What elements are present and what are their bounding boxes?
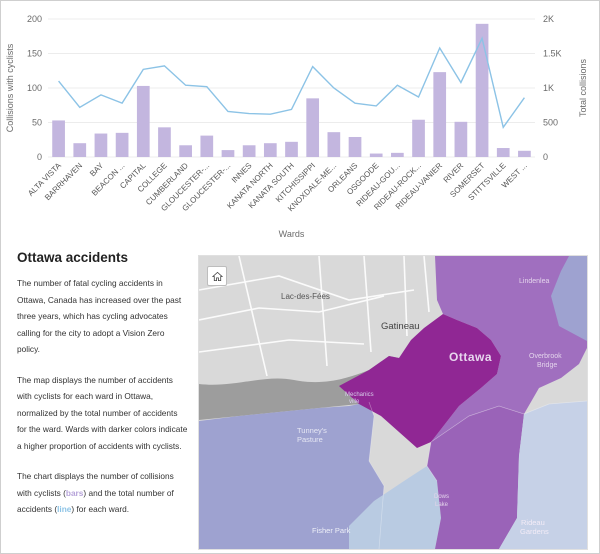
label-dows-lake: Dows bbox=[434, 494, 450, 500]
bar bbox=[115, 132, 129, 157]
p3-text-b: ) and the total number of accidents ( bbox=[17, 487, 174, 515]
label-dows-lake-2: Lake bbox=[435, 502, 449, 508]
ward-alta-vista-area[interactable] bbox=[499, 401, 587, 549]
narrative-paragraph-3: The chart displays the number of collisi… bbox=[17, 468, 189, 518]
bar bbox=[327, 132, 341, 157]
ward-map[interactable]: Lac-des-Fées Gatineau Ottawa Lindenlea O… bbox=[198, 255, 588, 550]
bar bbox=[179, 145, 192, 157]
narrative-paragraph-2: The map displays the number of accidents… bbox=[17, 374, 188, 451]
y2-tick-label: 2K bbox=[543, 14, 554, 24]
bar bbox=[73, 143, 87, 157]
bar bbox=[369, 153, 383, 157]
bar bbox=[136, 85, 150, 157]
y2-tick-label: 500 bbox=[543, 118, 558, 128]
ward-rideau-vanier-area[interactable] bbox=[431, 256, 587, 442]
label-rideau-gardens-2: Gardens bbox=[520, 527, 549, 536]
map-canvas bbox=[199, 256, 587, 549]
label-rideau-gardens: Rideau bbox=[521, 518, 545, 527]
bar bbox=[200, 135, 214, 157]
ward-capital-area[interactable] bbox=[427, 406, 524, 549]
bar bbox=[221, 150, 235, 157]
narrative-paragraph-1: The number of fatal cycling accidents in… bbox=[17, 278, 182, 354]
series-line bbox=[58, 36, 525, 129]
y-tick-label: 0 bbox=[37, 152, 42, 162]
bar bbox=[94, 133, 108, 157]
y-tick-label: 150 bbox=[27, 49, 42, 59]
label-mechanicsville-2: ville bbox=[349, 399, 360, 405]
y-tick-label: 100 bbox=[27, 83, 42, 93]
p3-text-c: ) for each ward. bbox=[71, 504, 130, 514]
y-tick-label: 50 bbox=[32, 118, 42, 128]
bar bbox=[412, 119, 425, 157]
line-keyword: line bbox=[57, 504, 72, 514]
p3-text-a: The chart displays the number of collisi… bbox=[17, 471, 174, 498]
label-tunneys: Tunney's bbox=[297, 426, 327, 435]
label-lac-des-fees: Lac-des-Fées bbox=[281, 292, 330, 301]
narrative-title: Ottawa accidents bbox=[17, 250, 129, 265]
label-fisher-park: Fisher Park bbox=[312, 526, 351, 535]
bar bbox=[433, 72, 447, 157]
ottawa-river bbox=[199, 356, 404, 420]
bar bbox=[158, 127, 171, 157]
label-tunneys-2: Pasture bbox=[297, 435, 323, 444]
ward-borders bbox=[368, 400, 587, 549]
ward-beacon-hill-area[interactable] bbox=[551, 256, 587, 341]
x-axis-title: Wards bbox=[279, 229, 305, 239]
bar bbox=[518, 150, 531, 157]
home-icon bbox=[211, 271, 223, 281]
y-tick-label: 200 bbox=[27, 14, 42, 24]
bar bbox=[496, 148, 510, 157]
x-tick-label: BAY bbox=[88, 161, 106, 179]
bar bbox=[306, 98, 320, 157]
label-overbrook-2: Bridge bbox=[537, 362, 558, 369]
label-ottawa: Ottawa bbox=[449, 350, 493, 364]
bar bbox=[454, 121, 468, 157]
y2-tick-label: 1.5K bbox=[543, 49, 562, 59]
bar bbox=[285, 141, 298, 157]
y2-axis-title: Total collisions bbox=[578, 58, 588, 117]
ward-somerset-area[interactable] bbox=[339, 314, 501, 448]
home-button[interactable] bbox=[207, 266, 227, 286]
label-overbrook: Overbrook bbox=[529, 353, 562, 360]
bar bbox=[52, 120, 65, 157]
bars-keyword: bars bbox=[65, 487, 84, 498]
bar bbox=[475, 23, 489, 157]
bar bbox=[242, 145, 256, 157]
bar bbox=[391, 152, 404, 157]
bar bbox=[348, 136, 362, 157]
y2-tick-label: 1K bbox=[543, 83, 554, 93]
y2-tick-label: 0 bbox=[543, 152, 548, 162]
ward-river-area[interactable] bbox=[349, 466, 441, 549]
y-axis-title: Collisions with cyclists bbox=[5, 43, 15, 132]
label-gatineau: Gatineau bbox=[381, 321, 420, 332]
label-lindenlea: Lindenlea bbox=[519, 278, 550, 285]
ward-kitchissippi-area[interactable] bbox=[199, 402, 384, 549]
label-mechanicsville: Mechanics bbox=[345, 392, 374, 398]
bar bbox=[263, 143, 277, 157]
narrative-panel: Ottawa accidents The number of fatal cyc… bbox=[17, 250, 189, 532]
roads bbox=[199, 256, 430, 377]
